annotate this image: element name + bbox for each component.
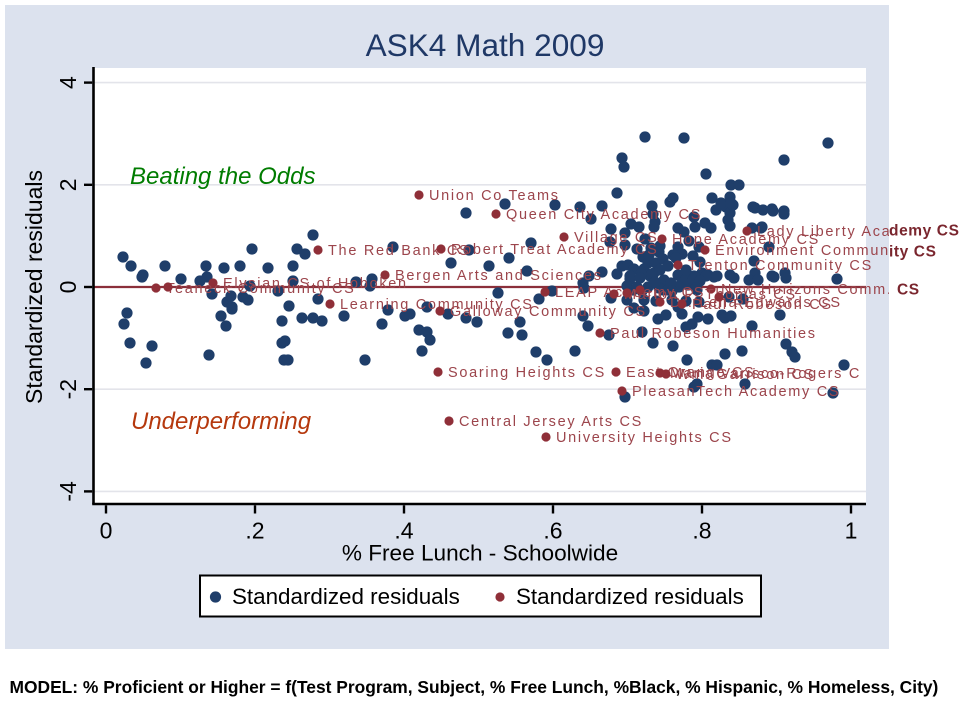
svg-text:Environment Community CS: Environment Community CS bbox=[715, 243, 939, 259]
svg-text:Underperforming: Underperforming bbox=[131, 408, 312, 435]
svg-text:4: 4 bbox=[55, 76, 81, 89]
svg-text:Paul Robeson CS: Paul Robeson CS bbox=[692, 297, 833, 313]
svg-text:Central Jersey Arts CS: Central Jersey Arts CS bbox=[459, 414, 643, 430]
svg-text:.4: .4 bbox=[394, 518, 413, 544]
svg-text:% Free Lunch - Schoolwide: % Free Lunch - Schoolwide bbox=[342, 541, 618, 566]
svg-text:2: 2 bbox=[55, 178, 81, 191]
svg-text:0: 0 bbox=[55, 281, 81, 294]
svg-text:Bergen Arts and Sciences: Bergen Arts and Sciences bbox=[395, 268, 603, 284]
svg-text:0: 0 bbox=[100, 518, 113, 544]
svg-text:.2: .2 bbox=[245, 518, 264, 544]
svg-text:Paul Robeson Humanities: Paul Robeson Humanities bbox=[610, 326, 817, 342]
svg-text:-2: -2 bbox=[55, 379, 81, 399]
svg-text:Learning Community CS: Learning Community CS bbox=[340, 297, 534, 313]
svg-text:Queen City Academy CS: Queen City Academy CS bbox=[506, 207, 702, 223]
svg-text:New Horizons Comm.: New Horizons Comm. bbox=[721, 282, 893, 298]
svg-text:-4: -4 bbox=[55, 481, 81, 502]
svg-text:Wm. Garrison CS: Wm. Garrison CS bbox=[676, 367, 815, 383]
svg-text:University Heights CS: University Heights CS bbox=[556, 430, 733, 446]
svg-text:Teaneck Community CS: Teaneck Community CS bbox=[166, 281, 356, 297]
svg-text:ASK4 Math 2009: ASK4 Math 2009 bbox=[366, 27, 605, 63]
svg-text:Soaring Heights CS: Soaring Heights CS bbox=[448, 365, 606, 381]
svg-text:MODEL: % Proficient or Higher: MODEL: % Proficient or Higher = f(Test P… bbox=[10, 677, 939, 697]
svg-text:Standardized residuals: Standardized residuals bbox=[21, 170, 47, 404]
svg-text:1: 1 bbox=[845, 518, 858, 544]
svg-text:Standardized residuals: Standardized residuals bbox=[232, 584, 460, 609]
svg-text:PleasanTech Academy CS: PleasanTech Academy CS bbox=[632, 384, 840, 400]
svg-text:Marion P. Thomas CS: Marion P. Thomas CS bbox=[624, 287, 797, 303]
svg-text:Village CS: Village CS bbox=[574, 230, 658, 246]
svg-text:.6: .6 bbox=[543, 518, 562, 544]
svg-text:Standardized residuals: Standardized residuals bbox=[516, 584, 744, 609]
svg-text:The Red Bank CS: The Red Bank CS bbox=[328, 243, 470, 259]
svg-text:Union Co Teams: Union Co Teams bbox=[429, 188, 560, 204]
svg-text:Beating the Odds: Beating the Odds bbox=[130, 163, 315, 190]
svg-text:Hope Academy CS: Hope Academy CS bbox=[672, 232, 820, 248]
svg-text:demy CS: demy CS bbox=[889, 223, 960, 240]
svg-text:.8: .8 bbox=[692, 518, 711, 544]
svg-text:Galloway Community CS: Galloway Community CS bbox=[450, 304, 647, 320]
svg-text:Robert Treat Academy CS: Robert Treat Academy CS bbox=[451, 242, 659, 258]
svg-text:Lady Liberty Academy CS: Lady Liberty Academy CS bbox=[757, 224, 960, 240]
svg-text:ity CS: ity CS bbox=[889, 244, 937, 261]
svg-text:Trenton Community CS: Trenton Community CS bbox=[688, 258, 873, 274]
svg-text:Dr. Lena Edwards CS: Dr. Lena Edwards CS bbox=[670, 295, 842, 311]
svg-text:CS: CS bbox=[897, 282, 920, 299]
svg-text:Elysian CS of Hoboken: Elysian CS of Hoboken bbox=[223, 276, 408, 292]
svg-text:Maria Varisco-Rogers C: Maria Varisco-Rogers C bbox=[670, 366, 861, 382]
